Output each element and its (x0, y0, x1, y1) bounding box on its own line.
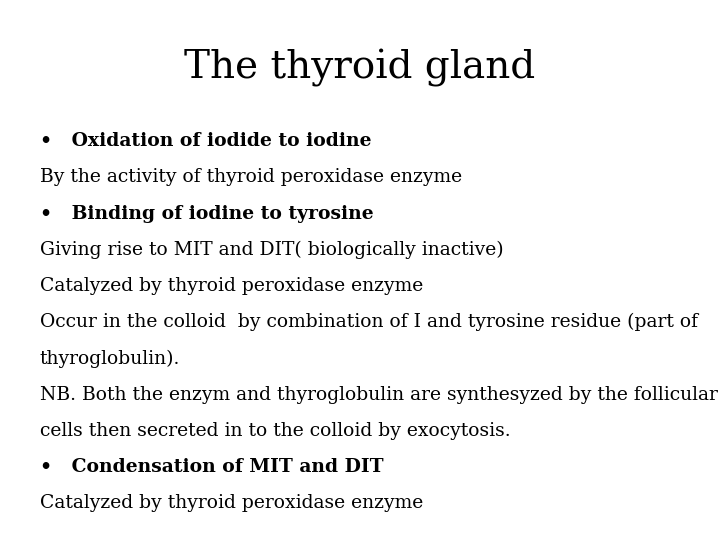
Text: •   Binding of iodine to tyrosine: • Binding of iodine to tyrosine (40, 205, 373, 222)
Text: NB. Both the enzym and thyroglobulin are synthesyzed by the follicular: NB. Both the enzym and thyroglobulin are… (40, 386, 717, 403)
Text: thyroglobulin).: thyroglobulin). (40, 349, 180, 368)
Text: By the activity of thyroid peroxidase enzyme: By the activity of thyroid peroxidase en… (40, 168, 462, 186)
Text: •   Condensation of MIT and DIT: • Condensation of MIT and DIT (40, 458, 383, 476)
Text: Catalyzed by thyroid peroxidase enzyme: Catalyzed by thyroid peroxidase enzyme (40, 277, 423, 295)
Text: cells then secreted in to the colloid by exocytosis.: cells then secreted in to the colloid by… (40, 422, 510, 440)
Text: Catalyzed by thyroid peroxidase enzyme: Catalyzed by thyroid peroxidase enzyme (40, 494, 423, 512)
Text: Giving rise to MIT and DIT( biologically inactive): Giving rise to MIT and DIT( biologically… (40, 241, 503, 259)
Text: •   Oxidation of iodide to iodine: • Oxidation of iodide to iodine (40, 132, 371, 150)
Text: The thyroid gland: The thyroid gland (184, 49, 536, 86)
Text: Occur in the colloid  by combination of I and tyrosine residue (part of: Occur in the colloid by combination of I… (40, 313, 698, 332)
